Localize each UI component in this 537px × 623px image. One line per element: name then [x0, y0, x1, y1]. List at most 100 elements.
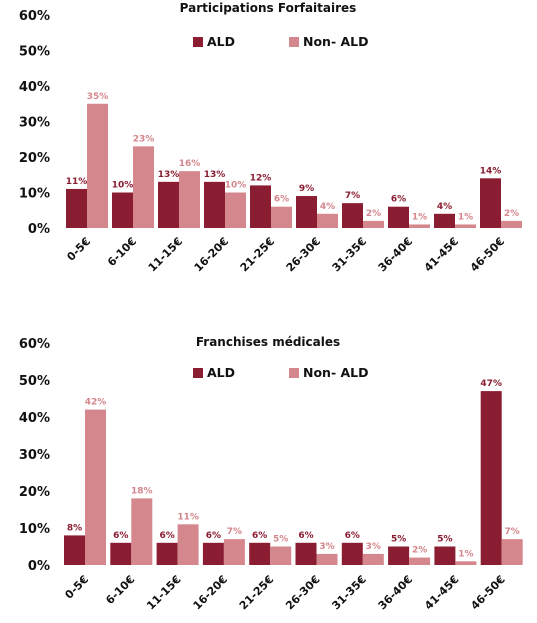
chart2-data-label: 6%: [252, 531, 267, 541]
chart2-data-label: 6%: [345, 531, 360, 541]
chart1-bar-ald: [66, 188, 87, 228]
chart2-bar-ald: [156, 542, 178, 565]
chart1-ytick-label: 50%: [19, 45, 50, 60]
chart1-bar-ald: [342, 203, 363, 228]
chart2-bar-non-ald: [85, 409, 106, 565]
chart1-bar-ald: [434, 213, 455, 228]
chart2-xtick-label: 41-45€: [422, 573, 461, 612]
chart1-bar-ald: [250, 185, 271, 228]
chart2-xtick-label: 36-40€: [376, 573, 415, 612]
chart2-xtick-label: 21-25€: [237, 573, 276, 612]
chart1-data-label: 2%: [504, 209, 519, 219]
chart1-data-label: 6%: [391, 195, 406, 205]
chart1-bar-ald: [296, 196, 317, 228]
chart2-bar-non-ald: [316, 553, 338, 565]
chart2-bar-ald: [388, 546, 410, 565]
chart1-bar-non-ald: [317, 213, 338, 228]
chart2-xtick-label: 6-10€: [103, 573, 137, 607]
chart1-bar-ald: [112, 192, 133, 228]
chart2-bar-non-ald: [131, 498, 153, 565]
chart2-bar-ald: [295, 542, 317, 565]
chart1-bar-ald: [480, 178, 501, 228]
chart2-data-label: 42%: [85, 398, 107, 408]
chart1-xtick-label: 31-35€: [330, 235, 369, 274]
chart1-bar-non-ald: [455, 224, 476, 228]
chart1-xtick-label: 16-20€: [192, 235, 231, 274]
chart2-data-label: 5%: [437, 535, 452, 545]
chart1-bar-non-ald: [87, 103, 108, 228]
chart2-data-label: 6%: [159, 531, 174, 541]
chart1-legend-label-2: Non- ALD: [303, 34, 369, 49]
chart1-title: Participations Forfaitaires: [180, 1, 357, 15]
chart2-ytick-label: 50%: [19, 374, 50, 389]
chart2-xtick-label: 31-35€: [329, 573, 368, 612]
chart1-legend-swatch-1: [193, 37, 203, 47]
chart1-data-label: 7%: [345, 191, 360, 201]
chart1-data-label: 35%: [87, 92, 109, 102]
chart1-data-label: 11%: [66, 177, 88, 187]
chart2-bar-ald: [434, 546, 456, 565]
chart2-data-label: 6%: [206, 531, 221, 541]
chart2-ytick-label: 20%: [19, 485, 50, 500]
chart2-data-label: 5%: [273, 535, 288, 545]
chart1-bar-non-ald: [363, 220, 384, 228]
chart1-xtick-label: 0-5€: [64, 235, 93, 264]
chart2-xtick-label: 11-15€: [144, 573, 183, 612]
chart1-legend-swatch-2: [289, 37, 299, 47]
chart1-data-label: 16%: [179, 159, 201, 169]
chart2-legend-swatch-2: [289, 368, 299, 378]
chart2-bar-non-ald: [177, 524, 199, 565]
chart2-data-label: 3%: [319, 542, 334, 552]
chart1-data-label: 6%: [274, 195, 289, 205]
chart1-xtick-label: 41-45€: [422, 235, 461, 274]
chart1-xtick-label: 11-15€: [146, 235, 185, 274]
chart1-bar-ald: [204, 181, 225, 228]
chart1-bar-non-ald: [271, 206, 292, 228]
chart1-data-label: 1%: [458, 212, 473, 222]
chart1-data-label: 23%: [133, 134, 155, 144]
chart1-xtick-label: 26-30€: [284, 235, 323, 274]
chart1-ytick-label: 20%: [19, 151, 50, 166]
chart1-bar-non-ald: [225, 192, 246, 228]
chart1-data-label: 10%: [112, 181, 134, 191]
chart2-bar-ald: [341, 542, 363, 565]
chart2-data-label: 7%: [505, 527, 520, 537]
chart2-legend-label-2: Non- ALD: [303, 365, 369, 380]
chart1-xtick-label: 36-40€: [376, 235, 415, 274]
chart2-data-label: 3%: [366, 542, 381, 552]
chart2-bar-ald: [480, 391, 502, 565]
chart2-data-label: 5%: [391, 535, 406, 545]
chart1-legend-label-1: ALD: [207, 34, 235, 49]
chart2-ytick-label: 30%: [19, 448, 50, 463]
chart1-data-label: 12%: [250, 173, 272, 183]
chart2-data-label: 7%: [227, 527, 242, 537]
chart1-data-label: 2%: [366, 209, 381, 219]
chart1-data-label: 4%: [320, 202, 335, 212]
chart1-xtick-label: 46-50€: [468, 235, 507, 274]
chart1-data-label: 4%: [437, 202, 452, 212]
chart2-data-label: 6%: [298, 531, 313, 541]
chart1-data-label: 9%: [299, 184, 314, 194]
chart2-ytick-label: 40%: [19, 411, 50, 426]
chart1-bar-non-ald: [501, 220, 522, 228]
chart1-data-label: 10%: [225, 181, 247, 191]
chart1-ytick-label: 30%: [19, 116, 50, 131]
chart2-bar-non-ald: [223, 539, 245, 565]
chart2-data-label: 1%: [458, 549, 473, 559]
chart2-bar-non-ald: [455, 561, 477, 565]
chart2-ytick-label: 0%: [28, 559, 50, 574]
chart2-xtick-label: 0-5€: [62, 573, 91, 602]
chart1-xtick-label: 21-25€: [238, 235, 277, 274]
chart1-data-label: 14%: [480, 166, 502, 176]
chart2-ytick-label: 10%: [19, 522, 50, 537]
chart2-data-label: 47%: [480, 379, 502, 389]
chart2-bar-ald: [202, 542, 224, 565]
chart1-bar-non-ald: [179, 171, 200, 228]
chart2-title: Franchises médicales: [196, 335, 340, 349]
chart2-data-label: 8%: [67, 523, 82, 533]
chart2-bar-non-ald: [501, 539, 523, 565]
chart2-bar-non-ald: [409, 557, 431, 565]
chart1-data-label: 13%: [158, 170, 180, 180]
